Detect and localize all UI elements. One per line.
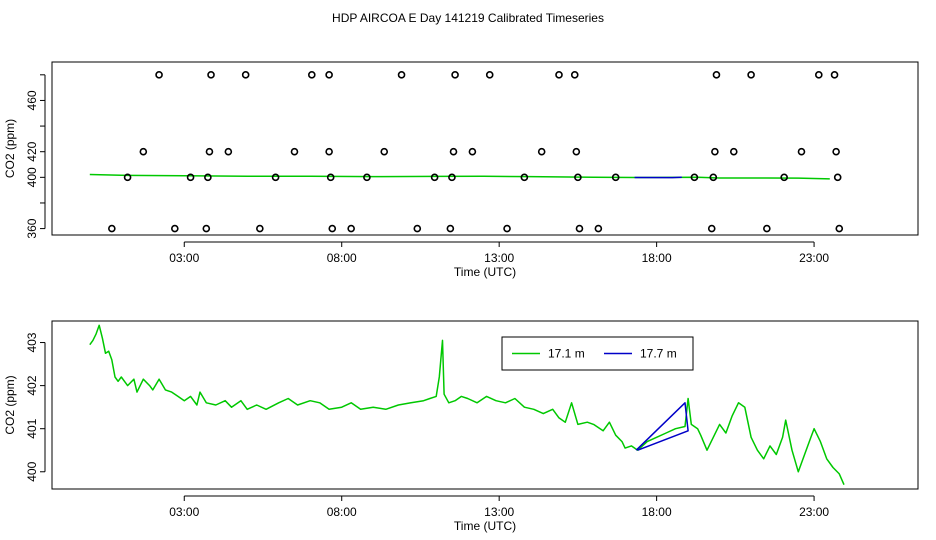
data-point (155, 71, 163, 79)
data-point (690, 173, 699, 182)
data-point (711, 147, 719, 156)
data-point (224, 147, 233, 156)
y-tick-label: 420 (25, 141, 39, 161)
data-point (363, 173, 371, 182)
data-point (712, 71, 721, 79)
data-point (205, 147, 214, 156)
x-axis-label: Time (UTC) (454, 265, 516, 279)
x-tick-label: 08:00 (327, 505, 357, 519)
data-point (574, 173, 582, 182)
y-tick-label: 400 (25, 167, 39, 187)
x-axis-label: Time (UTC) (454, 519, 516, 533)
data-point (451, 71, 459, 79)
data-point (325, 71, 333, 79)
data-point (186, 173, 195, 182)
data-point (347, 224, 355, 233)
data-point (328, 224, 337, 233)
data-point (397, 71, 406, 79)
data-point (207, 71, 215, 79)
data-point (430, 173, 439, 182)
chart-title: HDP AIRCOA E Day 141219 Calibrated Times… (332, 11, 604, 25)
data-point (832, 147, 840, 156)
x-tick-label: 23:00 (799, 505, 829, 519)
data-point (448, 173, 456, 182)
data-point (835, 224, 844, 233)
data-point (326, 173, 335, 182)
data-point (833, 173, 842, 182)
data-point (446, 224, 455, 233)
plot-frame (51, 61, 919, 236)
data-point (413, 224, 422, 233)
data-point (290, 147, 299, 156)
plot-frame (51, 320, 919, 490)
data-point (380, 147, 389, 156)
x-tick-label: 08:00 (327, 251, 357, 265)
x-tick-label: 23:00 (799, 251, 829, 265)
data-point (729, 147, 738, 156)
data-point (503, 224, 511, 233)
data-point (707, 224, 716, 233)
x-tick-label: 03:00 (169, 251, 199, 265)
data-point (747, 71, 755, 79)
y-tick-label: 402 (25, 375, 39, 395)
data-point (572, 147, 581, 156)
x-tick-label: 18:00 (642, 505, 672, 519)
data-point (485, 71, 494, 79)
y-tick-label: 400 (25, 461, 39, 481)
y-tick-label: 360 (25, 218, 39, 238)
bottom-panel: 400 401 402 403 03:00 08:00 13:00 18:00 23:00 Tim… (3, 320, 919, 533)
legend-label: 17.7 m (640, 347, 677, 361)
data-point (139, 147, 148, 156)
data-point (815, 71, 823, 79)
series-line (635, 402, 689, 451)
y-axis-label: CO2 (ppm) (3, 119, 17, 178)
data-point (611, 173, 620, 182)
data-point (202, 224, 211, 233)
x-tick-label: 18:00 (642, 251, 672, 265)
data-point (241, 71, 250, 79)
data-point (307, 71, 316, 79)
data-point (449, 147, 458, 156)
x-tick-label: 03:00 (169, 505, 199, 519)
data-point (709, 173, 718, 182)
data-point (594, 224, 603, 233)
y-axis-label: CO2 (ppm) (3, 375, 17, 434)
top-panel: 360 400 420 460 03:00 08:00 13:00 18:00 23:00 Tim… (3, 61, 919, 279)
data-point (256, 224, 264, 233)
series-line (89, 173, 830, 180)
data-point (468, 147, 477, 156)
data-point (204, 173, 212, 182)
legend-label: 17.1 m (548, 347, 585, 361)
y-tick-label: 401 (25, 418, 39, 438)
data-point (763, 224, 771, 233)
x-tick-label: 13:00 (484, 251, 514, 265)
data-point (108, 224, 116, 233)
data-point (123, 173, 132, 182)
data-point (325, 147, 333, 156)
data-point (570, 71, 579, 79)
data-point (271, 173, 280, 182)
data-point (520, 173, 529, 182)
data-point (830, 71, 839, 79)
y-tick-label: 403 (25, 332, 39, 352)
data-point (555, 71, 563, 79)
data-point (537, 147, 546, 156)
data-point (575, 224, 584, 233)
x-tick-label: 13:00 (484, 505, 514, 519)
series-line (89, 324, 845, 485)
data-point (780, 173, 788, 182)
data-point (171, 224, 179, 233)
data-point (797, 147, 806, 156)
y-tick-label: 460 (25, 90, 39, 110)
